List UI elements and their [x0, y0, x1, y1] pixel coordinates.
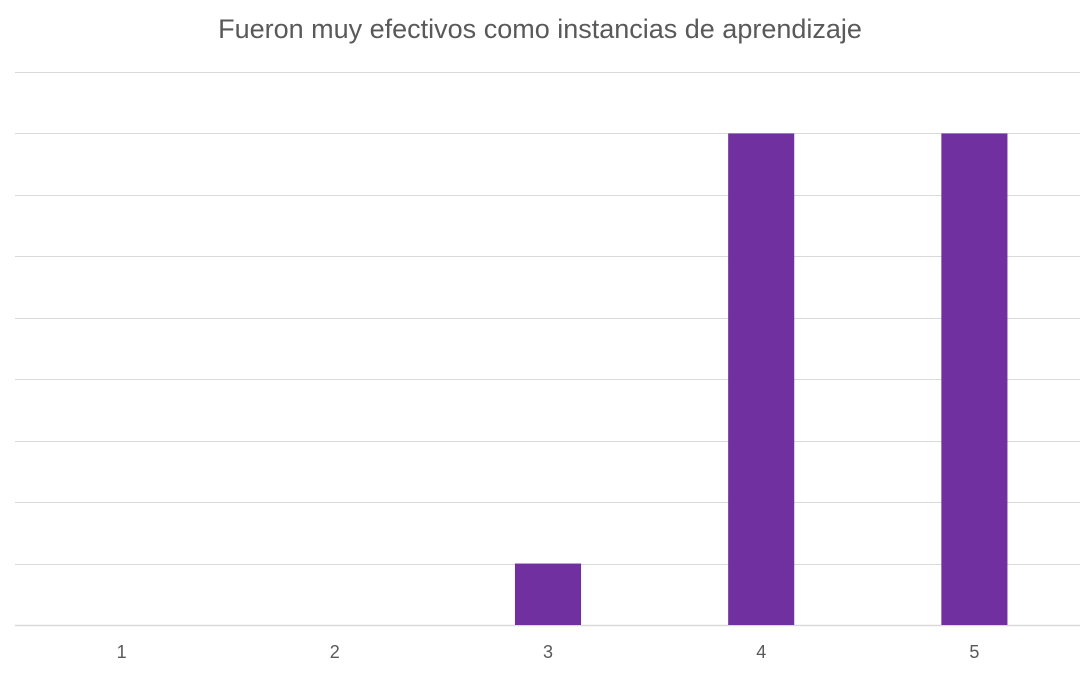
x-tick-label-2: 2 [330, 642, 340, 662]
bar-5 [941, 133, 1008, 625]
bar-3 [514, 563, 582, 625]
gridlines [15, 72, 1080, 627]
chart-title: Fueron muy efectivos como instancias de … [218, 14, 862, 44]
bars [514, 133, 1008, 625]
x-tick-label-3: 3 [543, 642, 553, 662]
bar-4 [728, 133, 795, 625]
x-tick-label-5: 5 [969, 642, 979, 662]
x-tick-label-4: 4 [756, 642, 766, 662]
x-tick-labels: 1 2 3 4 5 [117, 642, 980, 662]
x-tick-label-1: 1 [117, 642, 127, 662]
